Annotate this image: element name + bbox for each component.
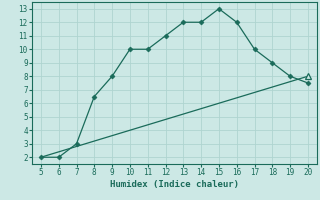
X-axis label: Humidex (Indice chaleur): Humidex (Indice chaleur) xyxy=(110,180,239,189)
